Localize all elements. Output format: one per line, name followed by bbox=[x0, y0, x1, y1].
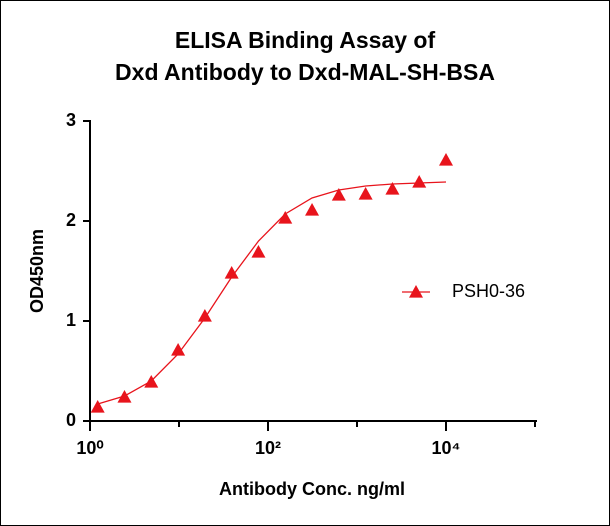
fit-curve bbox=[97, 181, 447, 405]
x-tick-label: 10⁴ bbox=[432, 438, 461, 458]
data-point bbox=[439, 153, 453, 166]
data-point bbox=[90, 400, 105, 413]
data-point bbox=[117, 390, 132, 403]
data-point bbox=[278, 211, 293, 224]
data-point bbox=[412, 175, 427, 188]
x-tick-label: 10² bbox=[255, 438, 281, 458]
data-point bbox=[251, 245, 266, 258]
chart-title: Dxd Antibody to Dxd-MAL-SH-BSA bbox=[115, 59, 495, 85]
y-tick-label: 0 bbox=[66, 410, 76, 430]
y-tick-label: 3 bbox=[66, 110, 76, 130]
data-point bbox=[358, 187, 373, 200]
data-point bbox=[144, 375, 159, 388]
x-axis-label: Antibody Conc. ng/ml bbox=[219, 479, 405, 499]
legend-marker bbox=[409, 285, 423, 298]
y-tick-label: 1 bbox=[66, 310, 76, 330]
data-point bbox=[197, 309, 212, 322]
x-tick-label: 10⁰ bbox=[76, 438, 103, 458]
y-axis-label: OD450nm bbox=[27, 229, 47, 313]
data-point bbox=[224, 266, 239, 279]
data-point bbox=[305, 203, 320, 216]
data-point bbox=[331, 188, 346, 201]
data-point bbox=[385, 182, 400, 195]
chart-title: ELISA Binding Assay of bbox=[175, 27, 436, 53]
y-tick-label: 2 bbox=[66, 210, 76, 230]
legend-label: PSH0-36 bbox=[452, 281, 525, 301]
data-point bbox=[171, 343, 186, 356]
